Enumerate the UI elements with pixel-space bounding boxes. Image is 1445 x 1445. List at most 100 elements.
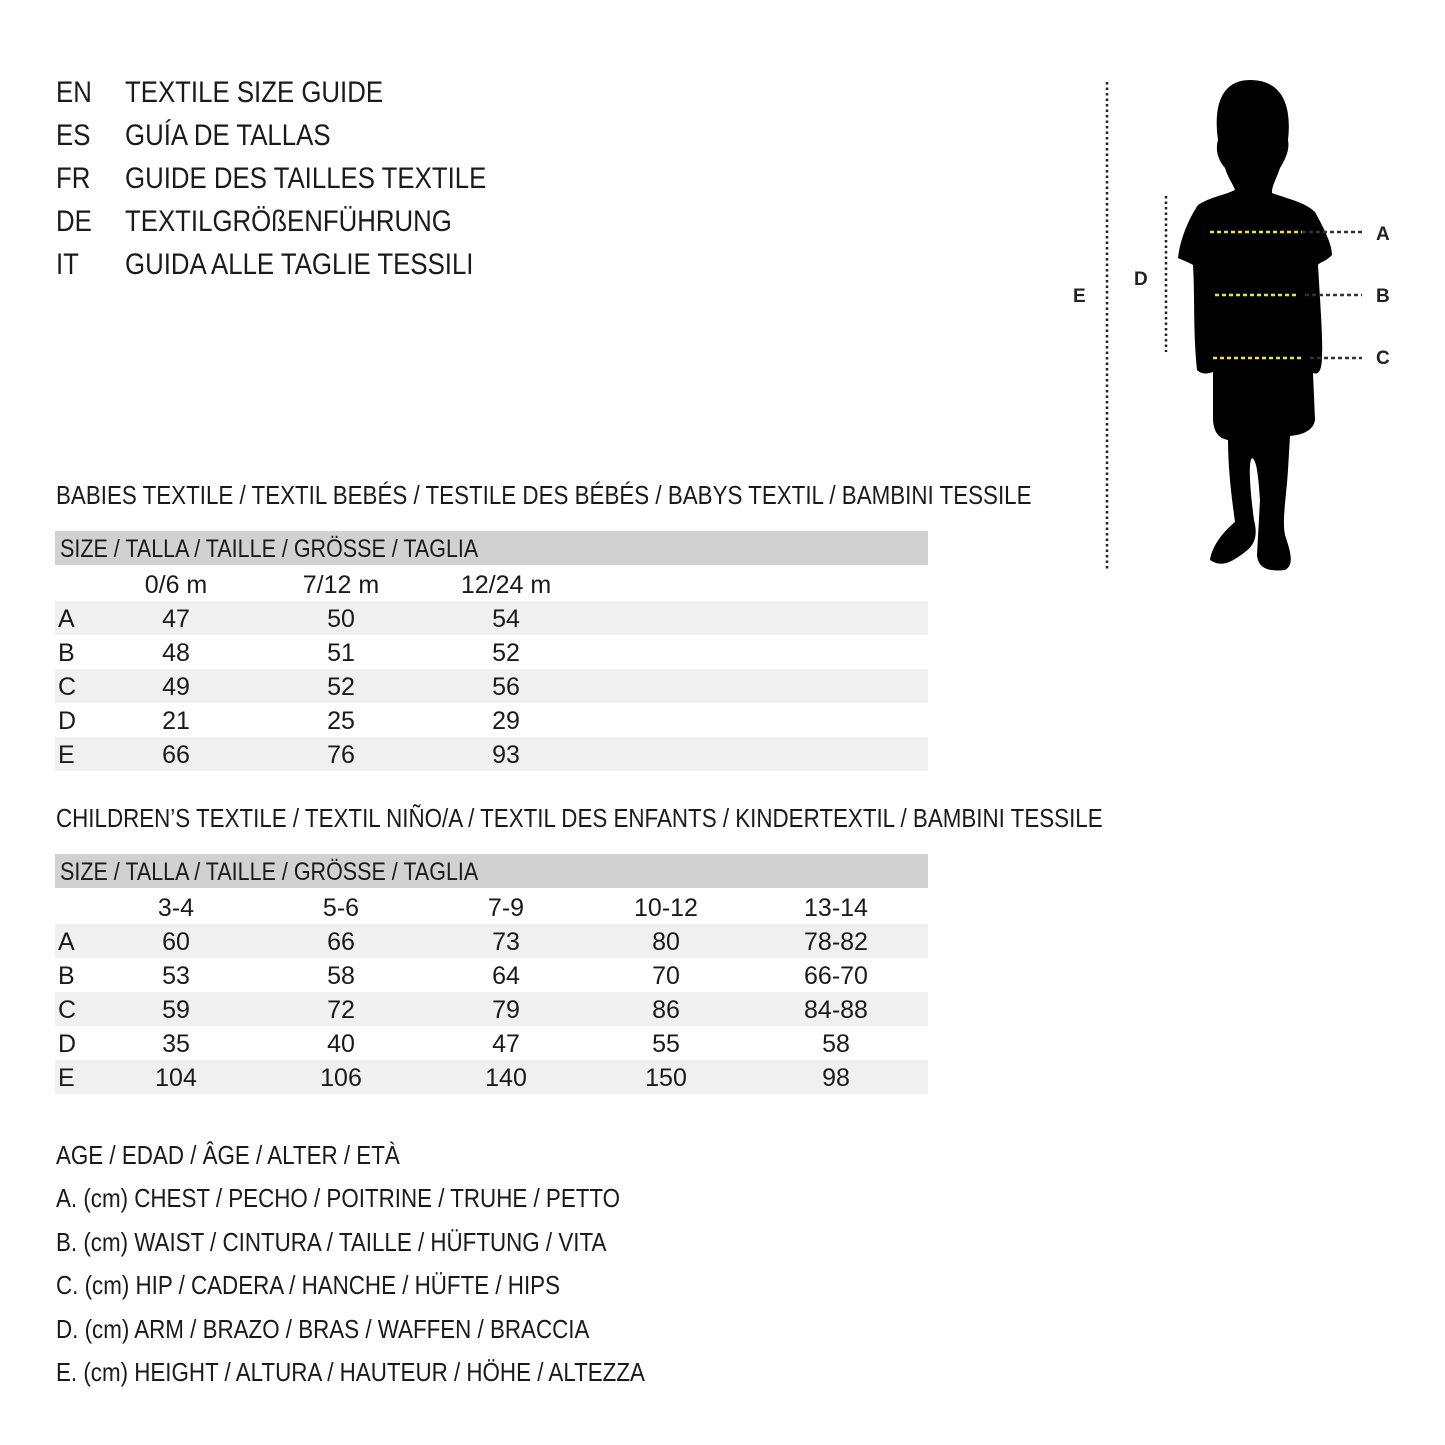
language-code-text: EN [56, 76, 92, 109]
table-cell: 93 [492, 741, 520, 769]
table-cell: 21 [162, 707, 190, 735]
table-cell: 104 [155, 1064, 197, 1092]
table-cell: 40 [327, 1030, 355, 1058]
row-label: D [58, 707, 77, 735]
table-cell: 55 [652, 1030, 680, 1058]
legend-line: AGE / EDAD / ÂGE / ALTER / ETÀ [56, 1140, 456, 1171]
table-cell: 60 [162, 928, 190, 956]
table-cell: 86 [652, 996, 680, 1024]
table-row: E 104 106 140 150 98 [55, 1060, 928, 1094]
table-row: C 49 52 56 [55, 669, 928, 703]
table-cell: 98 [822, 1064, 850, 1092]
table-header-text: SIZE / TALLA / TAILLE / GRÖSSE / TAGLIA [60, 535, 479, 563]
column-header-row: 3-4 5-6 7-9 10-12 13-14 [55, 890, 928, 924]
table-row: B 48 51 52 [55, 635, 928, 669]
guide-title-text: TEXTILGRÖßENFÜHRUNG [125, 205, 452, 238]
table-row: C 59 72 79 86 84-88 [55, 992, 928, 1026]
guide-title-text: GUIDE DES TAILLES TEXTILE [125, 162, 487, 195]
language-code: ES [56, 119, 96, 153]
language-code: DE [56, 205, 98, 239]
row-label: A [58, 928, 75, 956]
table-cell: 66 [162, 741, 190, 769]
table-cell: 50 [327, 605, 355, 633]
babies-size-table: SIZE / TALLA / TAILLE / GRÖSSE / TAGLIA 0… [55, 531, 928, 771]
row-label: B [58, 962, 75, 990]
language-code: IT [56, 248, 83, 282]
row-label: D [58, 1030, 77, 1058]
babies-section-title: BABIES TEXTILE / TEXTIL BEBÉS / TESTILE … [56, 480, 1032, 510]
guide-title-text: GUÍA DE TALLAS [125, 119, 331, 152]
table-header: SIZE / TALLA / TAILLE / GRÖSSE / TAGLIA [55, 531, 928, 565]
table-cell: 52 [492, 639, 520, 667]
table-cell: 25 [327, 707, 355, 735]
row-label: A [58, 605, 75, 633]
column-header: 12/24 m [460, 571, 552, 599]
guide-title: TEXTILGRÖßENFÜHRUNG [125, 205, 505, 239]
children-size-table: SIZE / TALLA / TAILLE / GRÖSSE / TAGLIA 3… [55, 854, 928, 1094]
table-cell: 35 [162, 1030, 190, 1058]
legend-line: C. (cm) HIP / CADERA / HANCHE / HÜFTE / … [56, 1270, 642, 1301]
language-code-text: FR [56, 162, 91, 195]
child-silhouette-figure: A B C D E [1073, 80, 1390, 571]
child-silhouette-icon [1178, 80, 1332, 571]
language-code-text: ES [56, 119, 91, 152]
language-code: FR [56, 162, 96, 196]
table-cell: 64 [492, 962, 520, 990]
column-header: 3-4 [157, 894, 195, 922]
legend-text: A. (cm) CHEST / PECHO / POITRINE / TRUHE… [56, 1183, 621, 1214]
table-cell: 72 [327, 996, 355, 1024]
table-row: D 35 40 47 55 58 [55, 1026, 928, 1060]
table-cell: 78-82 [804, 928, 868, 956]
table-cell: 29 [492, 707, 520, 735]
table-cell: 80 [652, 928, 680, 956]
guide-title: GUIDA ALLE TAGLIE TESSILI [125, 248, 530, 282]
guide-title-text: TEXTILE SIZE GUIDE [125, 76, 384, 109]
label-e: E [1073, 286, 1086, 307]
table-cell: 66-70 [804, 962, 868, 990]
table-header-text: SIZE / TALLA / TAILLE / GRÖSSE / TAGLIA [60, 858, 479, 886]
language-code-text: DE [56, 205, 92, 238]
table-cell: 56 [492, 673, 520, 701]
legend-line: B. (cm) WAIST / CINTURA / TAILLE / HÜFTU… [56, 1227, 696, 1258]
row-label: E [58, 741, 75, 769]
table-cell: 52 [327, 673, 355, 701]
table-row: E 66 76 93 [55, 737, 928, 771]
language-code: EN [56, 76, 98, 110]
table-cell: 53 [162, 962, 190, 990]
legend-line: A. (cm) CHEST / PECHO / POITRINE / TRUHE… [56, 1183, 712, 1214]
table-cell: 47 [492, 1030, 520, 1058]
table-cell: 66 [327, 928, 355, 956]
column-header: 13-14 [804, 894, 868, 922]
column-header: 7-9 [487, 894, 525, 922]
guide-title: GUÍA DE TALLAS [125, 119, 364, 153]
children-section-title: CHILDREN’S TEXTILE / TEXTIL NIÑO/A / TEX… [56, 803, 1103, 833]
column-header: 0/6 m [144, 571, 208, 599]
language-code-text: IT [56, 248, 79, 281]
row-label: C [58, 996, 77, 1024]
table-cell: 76 [327, 741, 355, 769]
column-header-row: 0/6 m 7/12 m 12/24 m [55, 567, 928, 601]
table-cell: 79 [492, 996, 520, 1024]
table-cell: 47 [162, 605, 190, 633]
table-cell: 106 [320, 1064, 362, 1092]
legend-line: E. (cm) HEIGHT / ALTURA / HAUTEUR / HÖHE… [56, 1357, 741, 1388]
label-b: B [1376, 286, 1390, 307]
guide-title: GUIDE DES TAILLES TEXTILE [125, 162, 545, 196]
legend-text: AGE / EDAD / ÂGE / ALTER / ETÀ [56, 1140, 400, 1170]
legend-text: E. (cm) HEIGHT / ALTURA / HAUTEUR / HÖHE… [56, 1357, 645, 1387]
table-cell: 140 [485, 1064, 527, 1092]
label-c: C [1376, 348, 1390, 369]
table-cell: 48 [162, 639, 190, 667]
legend-text: B. (cm) WAIST / CINTURA / TAILLE / HÜFTU… [56, 1226, 607, 1257]
table-header: SIZE / TALLA / TAILLE / GRÖSSE / TAGLIA [55, 854, 928, 888]
guide-title-text: GUIDA ALLE TAGLIE TESSILI [125, 248, 474, 281]
table-row: A 60 66 73 80 78-82 [55, 924, 928, 958]
table-cell: 70 [652, 962, 680, 990]
legend-text: D. (cm) ARM / BRAZO / BRAS / WAFFEN / BR… [56, 1313, 590, 1344]
column-header: 10-12 [634, 894, 698, 922]
table-cell: 58 [327, 962, 355, 990]
table-cell: 49 [162, 673, 190, 701]
table-cell: 150 [645, 1064, 687, 1092]
table-row: B 53 58 64 70 66-70 [55, 958, 928, 992]
